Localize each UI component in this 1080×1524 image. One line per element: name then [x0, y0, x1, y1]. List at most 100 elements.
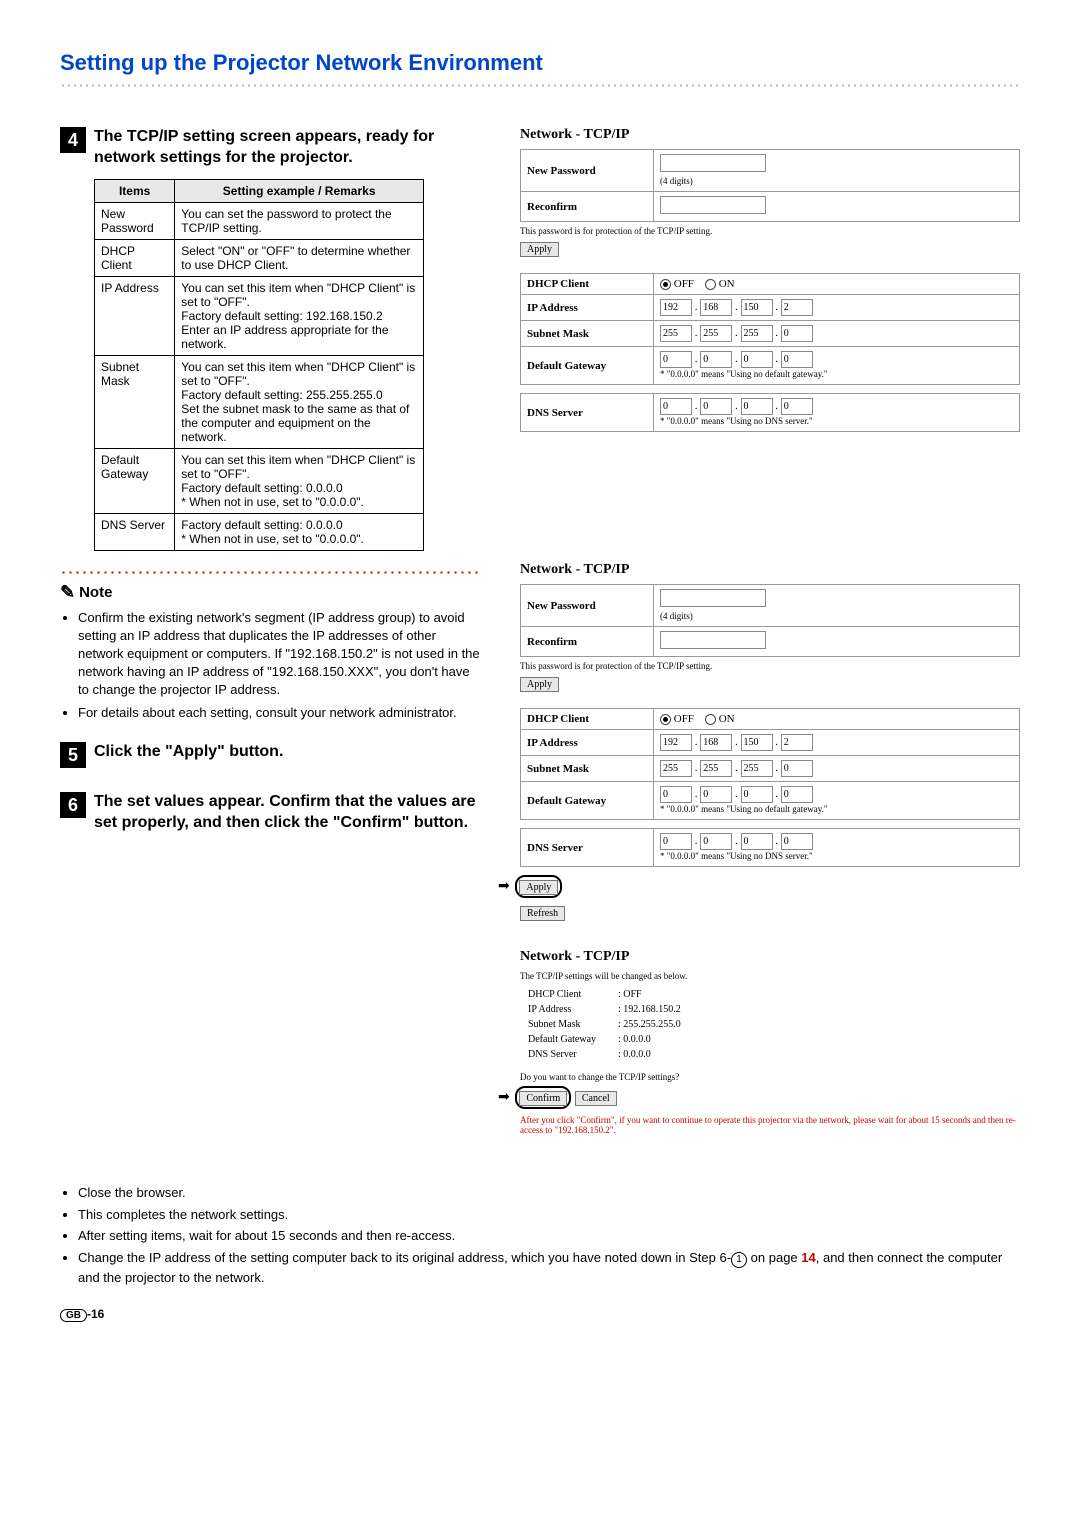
- four-digits-label: (4 digits): [660, 611, 693, 621]
- ip-octet-input[interactable]: 0: [741, 398, 773, 415]
- ip-octet-input[interactable]: 168: [700, 299, 732, 316]
- label-dhcp: DHCP Client: [521, 709, 654, 730]
- ip-octet-input[interactable]: 192: [660, 299, 692, 316]
- ip-octet-input[interactable]: 255: [660, 325, 692, 342]
- ip-octet-input[interactable]: 255: [660, 760, 692, 777]
- apply-button[interactable]: Apply: [520, 677, 559, 692]
- ip-octet-input[interactable]: 0: [781, 833, 813, 850]
- bottom-item: After setting items, wait for about 15 s…: [78, 1226, 1020, 1246]
- label-gateway: Default Gateway: [521, 782, 654, 820]
- ip-octet-input[interactable]: 255: [741, 760, 773, 777]
- dns-table: DNS Server 0 . 0 . 0 . 0* "0.0.0.0" mean…: [520, 393, 1020, 432]
- on-label: ON: [719, 278, 735, 290]
- off-label: OFF: [674, 278, 694, 290]
- page-footer: GB-16: [60, 1307, 1020, 1322]
- ip-octet-input[interactable]: 0: [781, 786, 813, 803]
- ip-octet-input[interactable]: 0: [660, 351, 692, 368]
- ip-octet-input[interactable]: 0: [781, 325, 813, 342]
- dhcp-off-radio[interactable]: [660, 279, 671, 290]
- confirm-question: Do you want to change the TCP/IP setting…: [520, 1072, 1020, 1082]
- ip-octet-input[interactable]: 150: [741, 299, 773, 316]
- dhcp-off-radio[interactable]: [660, 714, 671, 725]
- dhcp-on-radio[interactable]: [705, 714, 716, 725]
- note-divider: [60, 571, 480, 574]
- note-item: Confirm the existing network's segment (…: [78, 609, 480, 700]
- ip-octet-input[interactable]: 0: [781, 760, 813, 777]
- bottom-item: Change the IP address of the setting com…: [78, 1248, 1020, 1288]
- reconfirm-input[interactable]: [660, 631, 766, 649]
- note-icon: ✎: [60, 582, 75, 603]
- ip-octet-input[interactable]: 2: [781, 734, 813, 751]
- ip-octet-input[interactable]: 0: [781, 398, 813, 415]
- ip-octet-input[interactable]: 150: [741, 734, 773, 751]
- confirm-button[interactable]: Confirm: [519, 1091, 567, 1106]
- step-5: 5 Click the "Apply" button.: [60, 742, 480, 768]
- ip-octet-input[interactable]: 255: [700, 760, 732, 777]
- note-label: Note: [79, 584, 112, 601]
- ip-octet-input[interactable]: 0: [660, 833, 692, 850]
- bottom-item: This completes the network settings.: [78, 1205, 1020, 1225]
- ip-octet-input[interactable]: 255: [700, 325, 732, 342]
- four-digits-label: (4 digits): [660, 176, 693, 186]
- ip-octet-input[interactable]: 0: [700, 351, 732, 368]
- page-reference: 14: [801, 1250, 815, 1265]
- ip-octet-input[interactable]: 0: [741, 351, 773, 368]
- new-password-input[interactable]: [660, 154, 766, 172]
- gateway-note: * "0.0.0.0" means "Using no default gate…: [660, 369, 828, 379]
- bottom-text-a: Change the IP address of the setting com…: [78, 1250, 731, 1265]
- step-number: 4: [60, 127, 86, 153]
- dhcp-on-radio[interactable]: [705, 279, 716, 290]
- ip-octet-input[interactable]: 0: [741, 833, 773, 850]
- ip-octet-input[interactable]: 0: [660, 786, 692, 803]
- table-cell-item: DNS Server: [95, 513, 175, 550]
- refresh-button[interactable]: Refresh: [520, 906, 565, 921]
- confirm-values: DHCP Client: OFFIP Address: 192.168.150.…: [528, 987, 1020, 1062]
- ip-octet-input[interactable]: 0: [660, 398, 692, 415]
- ip-octet-input[interactable]: 0: [700, 833, 732, 850]
- label-reconfirm: Reconfirm: [521, 627, 654, 657]
- bottom-text-b: on page: [747, 1250, 801, 1265]
- cancel-button[interactable]: Cancel: [575, 1091, 617, 1106]
- table-cell-item: IP Address: [95, 276, 175, 355]
- page-number: -16: [87, 1307, 104, 1321]
- network-fields-table: DHCP Client OFF ON IP Address 192 . 168 …: [520, 708, 1020, 820]
- ip-octet-input[interactable]: 255: [741, 325, 773, 342]
- apply-button[interactable]: Apply: [519, 880, 558, 895]
- step-text: The TCP/IP setting screen appears, ready…: [94, 127, 480, 169]
- ip-octet-input[interactable]: 0: [700, 398, 732, 415]
- col-remarks: Setting example / Remarks: [175, 179, 424, 202]
- tcpip-confirm-panel: Network - TCP/IP The TCP/IP settings wil…: [520, 949, 1020, 1135]
- note-list: Confirm the existing network's segment (…: [60, 609, 480, 722]
- step-4: 4 The TCP/IP setting screen appears, rea…: [60, 127, 480, 169]
- title-divider: [60, 84, 1020, 87]
- tcpip-panel-2: Network - TCP/IP New Password (4 digits)…: [520, 562, 1020, 921]
- ip-octet-input[interactable]: 168: [700, 734, 732, 751]
- ip-octet-input[interactable]: 2: [781, 299, 813, 316]
- note-item: For details about each setting, consult …: [78, 704, 480, 722]
- label-mask: Subnet Mask: [521, 756, 654, 782]
- password-table: New Password (4 digits) Reconfirm: [520, 149, 1020, 222]
- ip-octet-input[interactable]: 0: [741, 786, 773, 803]
- reconfirm-input[interactable]: [660, 196, 766, 214]
- label-reconfirm: Reconfirm: [521, 192, 654, 222]
- dns-note: * "0.0.0.0" means "Using no DNS server.": [660, 851, 813, 861]
- password-note: This password is for protection of the T…: [520, 226, 1020, 236]
- confirm-warning: After you click "Confirm", if you want t…: [520, 1115, 1020, 1135]
- label-new-password: New Password: [521, 150, 654, 192]
- password-table: New Password (4 digits) Reconfirm: [520, 584, 1020, 657]
- new-password-input[interactable]: [660, 589, 766, 607]
- label-gateway: Default Gateway: [521, 347, 654, 385]
- password-note: This password is for protection of the T…: [520, 661, 1020, 671]
- step-number: 5: [60, 742, 86, 768]
- pointer-icon: ➡: [498, 1088, 510, 1105]
- ip-octet-input[interactable]: 0: [700, 786, 732, 803]
- apply-highlight: Apply: [515, 875, 562, 898]
- ip-octet-input[interactable]: 0: [781, 351, 813, 368]
- step-text: Click the "Apply" button.: [94, 742, 283, 768]
- panel-title: Network - TCP/IP: [520, 562, 1020, 578]
- page-title: Setting up the Projector Network Environ…: [60, 50, 1020, 76]
- ip-octet-input[interactable]: 192: [660, 734, 692, 751]
- table-cell-remark: You can set the password to protect the …: [175, 202, 424, 239]
- apply-button[interactable]: Apply: [520, 242, 559, 257]
- step-6: 6 The set values appear. Confirm that th…: [60, 792, 480, 834]
